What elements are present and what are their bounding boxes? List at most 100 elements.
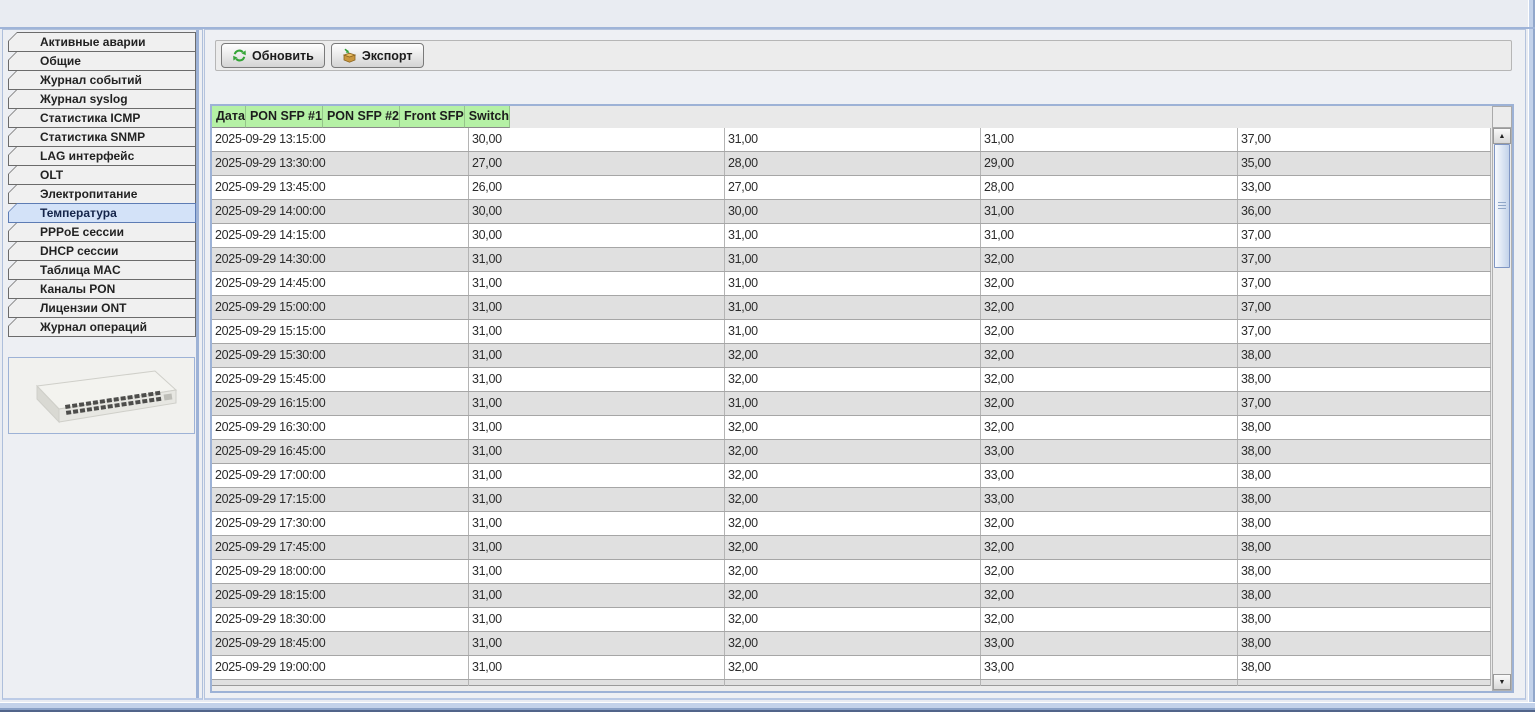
cell-pon-sfp-2: 32,00	[725, 464, 981, 487]
table-row[interactable]: 2025-09-29 15:30:00 31,00 32,00 32,00 38…	[212, 344, 1492, 368]
cell-front-sfp: 31,00	[981, 128, 1238, 151]
table-column-header[interactable]: PON SFP #2	[322, 106, 400, 128]
table-row[interactable]: 2025-09-29 16:15:00 31,00 31,00 32,00 37…	[212, 392, 1492, 416]
cell-pon-sfp-1: 31,00	[469, 416, 725, 439]
scrollbar-thumb[interactable]	[1494, 144, 1511, 268]
sidebar-item-label: Каналы PON	[9, 280, 195, 298]
main-tab-label: Описание	[9, 4, 17, 26]
table-row[interactable]: 2025-09-29 17:30:00 31,00 32,00 32,00 38…	[212, 512, 1492, 536]
scroll-down-button[interactable]: ▼	[1493, 674, 1512, 690]
refresh-icon	[233, 49, 246, 62]
cell-pon-sfp-1: 26,00	[469, 176, 725, 199]
cell-pon-sfp-1: 31,00	[469, 512, 725, 535]
sidebar-item-label: LAG интерфейс	[9, 147, 195, 165]
sidebar-item[interactable]: Таблица MAC	[8, 260, 196, 280]
cell-switch: 38,00	[1238, 536, 1492, 559]
cell-switch: 38,00	[1238, 656, 1492, 679]
table-row[interactable]: 2025-09-29 14:30:00 31,00 31,00 32,00 37…	[212, 248, 1492, 272]
refresh-button[interactable]: Обновить	[221, 43, 325, 68]
window-bottom-edge	[0, 702, 1535, 712]
table-row[interactable]: 2025-09-29 17:15:00 31,00 32,00 33,00 38…	[212, 488, 1492, 512]
scroll-up-button[interactable]: ▲	[1493, 128, 1512, 144]
scroll-down-icon: ▼	[1498, 678, 1506, 686]
table-header-row: Дата PON SFP #1 PON SFP #2 Front SFP Swi…	[212, 106, 1491, 128]
table-row[interactable]: 2025-09-29 17:00:00 31,00 32,00 33,00 38…	[212, 464, 1492, 488]
cell-date: 2025-09-29 14:45:00	[212, 272, 469, 295]
table-column-header[interactable]: Front SFP	[400, 106, 465, 128]
cell-front-sfp: 32,00	[981, 296, 1238, 319]
sidebar-item[interactable]: DHCP сессии	[8, 241, 196, 261]
table-row[interactable]: 2025-09-29 13:45:00 26,00 27,00 28,00 33…	[212, 176, 1492, 200]
sidebar-item[interactable]: OLT	[8, 165, 196, 185]
sidebar-item[interactable]: Общие	[8, 51, 196, 71]
cell-date: 2025-09-29 17:45:00	[212, 536, 469, 559]
cell-pon-sfp-1: 27,00	[469, 152, 725, 175]
main-tab-label: Доступ	[33, 4, 41, 26]
cell-date: 2025-09-29 13:30:00	[212, 152, 469, 175]
cell-switch: 37,00	[1238, 224, 1492, 247]
table-column-header[interactable]: Дата	[212, 106, 246, 128]
table-row[interactable]: 2025-09-29 18:30:00 31,00 32,00 32,00 38…	[212, 608, 1492, 632]
table-row[interactable]: 2025-09-29 13:30:00 27,00 28,00 29,00 35…	[212, 152, 1492, 176]
cell-front-sfp: 31,00	[981, 200, 1238, 223]
scrollbar-track[interactable]: ▲ ▼	[1492, 128, 1512, 691]
cell-switch: 37,00	[1238, 128, 1492, 151]
cell-pon-sfp-2: 32,00	[725, 632, 981, 655]
table-row[interactable]: 2025-09-29 16:45:00 31,00 32,00 33,00 38…	[212, 440, 1492, 464]
table-row[interactable]: 2025-09-29 15:00:00 31,00 31,00 32,00 37…	[212, 296, 1492, 320]
table-row[interactable]: 2025-09-29 14:15:00 30,00 31,00 31,00 37…	[212, 224, 1492, 248]
table-row[interactable]: 2025-09-29 14:00:00 30,00 30,00 31,00 36…	[212, 200, 1492, 224]
table-row[interactable]: 2025-09-29 18:15:00 31,00 32,00 32,00 38…	[212, 584, 1492, 608]
cell-pon-sfp-2: 31,00	[725, 296, 981, 319]
table-row[interactable]: 2025-09-29 16:30:00 31,00 32,00 32,00 38…	[212, 416, 1492, 440]
table-row[interactable]: 2025-09-29 19:00:00 31,00 32,00 33,00 38…	[212, 656, 1492, 680]
export-button[interactable]: Экспорт	[330, 43, 424, 68]
table-column-header[interactable]: Switch	[464, 106, 511, 128]
cell-date: 2025-09-29 14:15:00	[212, 224, 469, 247]
main-tab-label: Мониторинг	[17, 4, 25, 29]
cell-pon-sfp-2: 27,00	[725, 176, 981, 199]
cell-date: 2025-09-29 18:45:00	[212, 632, 469, 655]
table-row[interactable]: 2025-09-29 13:15:00 30,00 31,00 31,00 37…	[212, 128, 1492, 152]
cell-date: 2025-09-29 16:30:00	[212, 416, 469, 439]
cell-pon-sfp-2: 32,00	[725, 440, 981, 463]
cell-pon-sfp-1: 30,00	[469, 128, 725, 151]
sidebar-item[interactable]: Журнал операций	[8, 317, 196, 337]
table-row[interactable]: 2025-09-29 14:45:00 31,00 31,00 32,00 37…	[212, 272, 1492, 296]
cell-pon-sfp-2: 31,00	[725, 128, 981, 151]
sidebar-item[interactable]: Каналы PON	[8, 279, 196, 299]
cell-switch: 38,00	[1238, 464, 1492, 487]
table-row[interactable]: 2025-09-29 17:45:00 31,00 32,00 32,00 38…	[212, 536, 1492, 560]
cell-pon-sfp-2: 32,00	[725, 584, 981, 607]
cell-date: 2025-09-29 18:00:00	[212, 560, 469, 583]
sidebar-item[interactable]: Журнал событий	[8, 70, 196, 90]
view-tab-label: График	[217, 83, 225, 104]
sidebar-item[interactable]: Статистика SNMP	[8, 127, 196, 147]
cell-pon-sfp-1: 31,00	[469, 296, 725, 319]
sidebar-item[interactable]: Журнал syslog	[8, 89, 196, 109]
sidebar-item[interactable]: Электропитание	[8, 184, 196, 204]
cell-pon-sfp-1: 31,00	[469, 272, 725, 295]
cell-front-sfp: 32,00	[981, 248, 1238, 271]
sidebar-item-label: Журнал syslog	[9, 90, 195, 108]
sidebar-item[interactable]: Статистика ICMP	[8, 108, 196, 128]
table-row[interactable]: 2025-09-29 15:45:00 31,00 32,00 32,00 38…	[212, 368, 1492, 392]
cell-front-sfp: 33,00	[981, 632, 1238, 655]
cell-switch: 36,00	[1238, 200, 1492, 223]
cell-pon-sfp-2: 32,00	[725, 344, 981, 367]
sidebar-item[interactable]: Лицензии ONT	[8, 298, 196, 318]
sidebar-item[interactable]: Температура	[8, 203, 196, 223]
sidebar-item[interactable]: PPPoE сессии	[8, 222, 196, 242]
table-column-header[interactable]: PON SFP #1	[245, 106, 323, 128]
main-tab-bar: Описание Список ONT Мониторинг Конфигура…	[8, 3, 41, 29]
table-row[interactable]: 2025-09-29 18:45:00 31,00 32,00 33,00 38…	[212, 632, 1492, 656]
export-icon	[342, 48, 357, 63]
table-row[interactable]: 2025-09-29 18:00:00 31,00 32,00 32,00 38…	[212, 560, 1492, 584]
sidebar-item[interactable]: LAG интерфейс	[8, 146, 196, 166]
cell-switch: 38,00	[1238, 584, 1492, 607]
sidebar-item[interactable]: Активные аварии	[8, 32, 196, 52]
table-row-partial	[212, 680, 1492, 686]
sidebar-item-label: PPPoE сессии	[9, 223, 195, 241]
cell-front-sfp: 32,00	[981, 344, 1238, 367]
table-row[interactable]: 2025-09-29 15:15:00 31,00 31,00 32,00 37…	[212, 320, 1492, 344]
